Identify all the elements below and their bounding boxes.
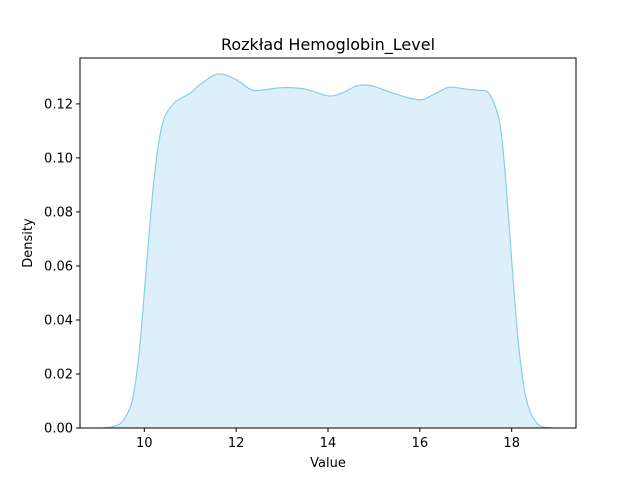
y-tick-label: 0.00	[44, 422, 73, 437]
y-tick-label: 0.12	[44, 97, 73, 112]
y-tick-label: 0.04	[44, 313, 73, 328]
y-tick-label: 0.06	[44, 259, 73, 274]
plot-area	[102, 73, 554, 429]
x-tick-label: 18	[503, 436, 520, 451]
y-axis-label: Density	[21, 218, 36, 268]
y-axis: 0.00 0.02 0.04 0.06 0.08 0.10 0.12	[44, 97, 80, 437]
x-axis: 10 12 14 16 18	[136, 428, 520, 451]
x-tick-label: 12	[228, 436, 245, 451]
y-tick-label: 0.08	[44, 205, 73, 220]
density-curve	[102, 73, 554, 429]
y-tick-label: 0.02	[44, 367, 73, 382]
x-tick-label: 10	[136, 436, 153, 451]
y-tick-label: 0.10	[44, 151, 73, 166]
x-tick-label: 16	[412, 436, 429, 451]
x-axis-label: Value	[310, 456, 346, 471]
density-area-fill	[102, 73, 554, 428]
chart-title: Rozkład Hemoglobin_Level	[221, 35, 435, 55]
x-tick-label: 14	[320, 436, 337, 451]
